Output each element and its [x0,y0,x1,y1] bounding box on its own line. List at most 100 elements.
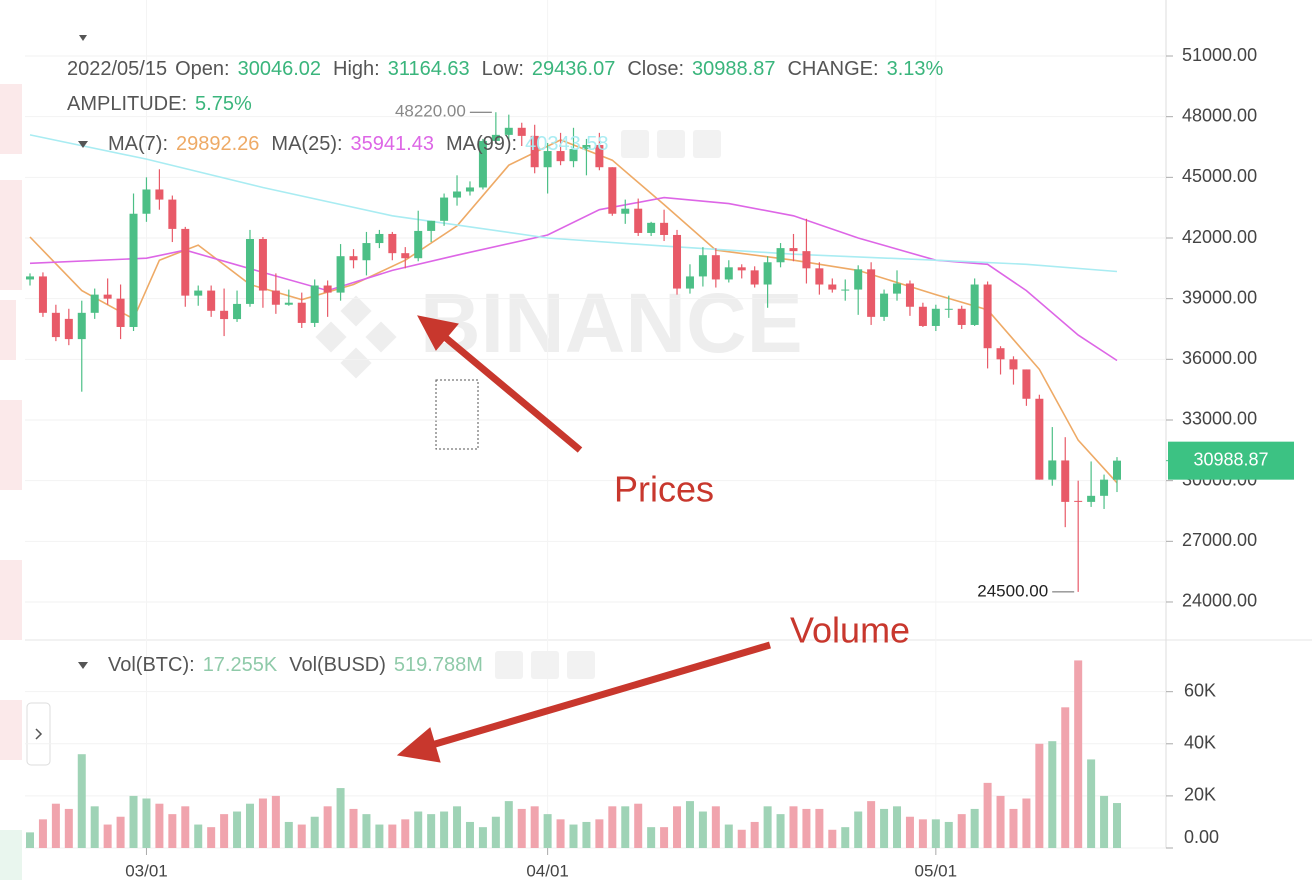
volume-bar [77,754,86,848]
volume-bar [918,819,927,848]
volume-bar [517,808,526,848]
candle-body [401,253,410,259]
candle-body [38,276,47,313]
volume-bar [297,824,306,848]
info-label: High: [333,58,380,80]
volume-bar [698,811,707,848]
volume-bar [401,819,410,848]
close-icon[interactable] [692,130,721,158]
collapse-icon[interactable] [79,35,87,41]
candle-body [310,285,319,323]
candle-body [983,284,992,349]
candle-body [26,276,34,280]
y-tick-label: 0.00 [1184,827,1219,847]
volume-bar [647,827,656,848]
candle-body [841,289,850,291]
volume-bar [724,824,733,848]
y-tick-label: 51000.00 [1182,45,1257,65]
candle-body [931,308,940,326]
candle-body [245,239,254,304]
volume-bar [854,811,863,848]
info-value: 5.75% [195,93,252,115]
y-tick-label: 36000.00 [1182,348,1257,368]
candle-body [711,255,720,280]
candle-body [530,135,539,168]
candle-body [543,151,552,168]
candle-body [284,302,293,305]
x-tick-label: 05/01 [915,861,958,880]
volume-bar [1022,798,1031,848]
volume-bar [440,811,449,848]
candle-body [996,348,1005,360]
y-tick-label: 20K [1184,785,1216,805]
y-tick-label: 48000.00 [1182,105,1257,125]
candle-body [750,270,759,285]
eye-icon[interactable] [620,130,649,158]
candle-body [698,255,707,277]
volume-bar [569,824,578,848]
info-row: 2022/05/15 Open: 30046.02 High: 31164.63 Low:… [67,58,947,81]
volume-bar [789,806,798,848]
candle-body [103,294,112,299]
eye-icon[interactable] [494,651,523,679]
watermark-logo [315,295,397,379]
candle-body [582,144,591,150]
volume-bar [362,814,371,848]
candle-body [258,239,267,291]
volume-bar [711,806,720,848]
volume-bar [142,798,151,848]
volume-bar [207,827,216,848]
volume-bar [660,827,669,848]
candle-body [1009,359,1018,370]
volume-bar [323,806,332,848]
volume-bar [582,821,591,848]
x-tick-label: 04/01 [526,861,569,880]
expand-button[interactable] [26,702,51,766]
candle-body [957,308,966,325]
y-tick-label: 60K [1184,680,1216,700]
ma-value: 35941.43 [350,132,434,155]
volume-bar [1035,743,1044,848]
volume-bar [983,782,992,848]
candle-body [465,187,474,192]
candle-body [634,208,643,233]
y-tick-label: 24000.00 [1182,591,1257,611]
candle-body [491,134,500,141]
info-value: 30046.02 [237,58,322,80]
y-tick-label: 33000.00 [1182,409,1257,429]
candle-body [1087,495,1096,502]
volume-bar [530,806,539,848]
settings-icon[interactable] [530,651,559,679]
candle-body [220,310,229,320]
watermark: BINANCE [420,276,803,370]
volume-bar [673,806,682,848]
volume-bar [220,814,229,848]
candle-body [349,256,358,261]
y-tick-label: 27000.00 [1182,530,1257,550]
volume-label: Vol(BTC): [108,653,195,676]
volume-bar [763,806,772,848]
candle-body [1100,479,1109,496]
left-stripes [0,84,22,880]
candle-body [569,149,578,162]
info-value: 31164.63 [387,58,470,80]
volume-bar [608,806,617,848]
close-icon[interactable] [566,651,595,679]
annotation: Volume [790,610,910,651]
collapse-icon[interactable] [78,661,88,669]
volume-bar [258,798,267,848]
volume-bar [310,816,319,848]
info-value: 30988.87 [692,58,776,80]
candle-body [880,293,889,317]
volume-bar [375,824,384,848]
volume-bar [129,795,138,848]
candle-body [375,233,384,244]
y-tick-label: 40K [1184,733,1216,753]
volume-bar [815,808,824,848]
collapse-icon[interactable] [78,140,88,148]
volume-legend: Vol(BTC): 17.255K Vol(BUSD) 519.788M [78,651,595,679]
candle-body [440,197,449,221]
volume-bar [1113,803,1121,848]
settings-icon[interactable] [656,130,685,158]
